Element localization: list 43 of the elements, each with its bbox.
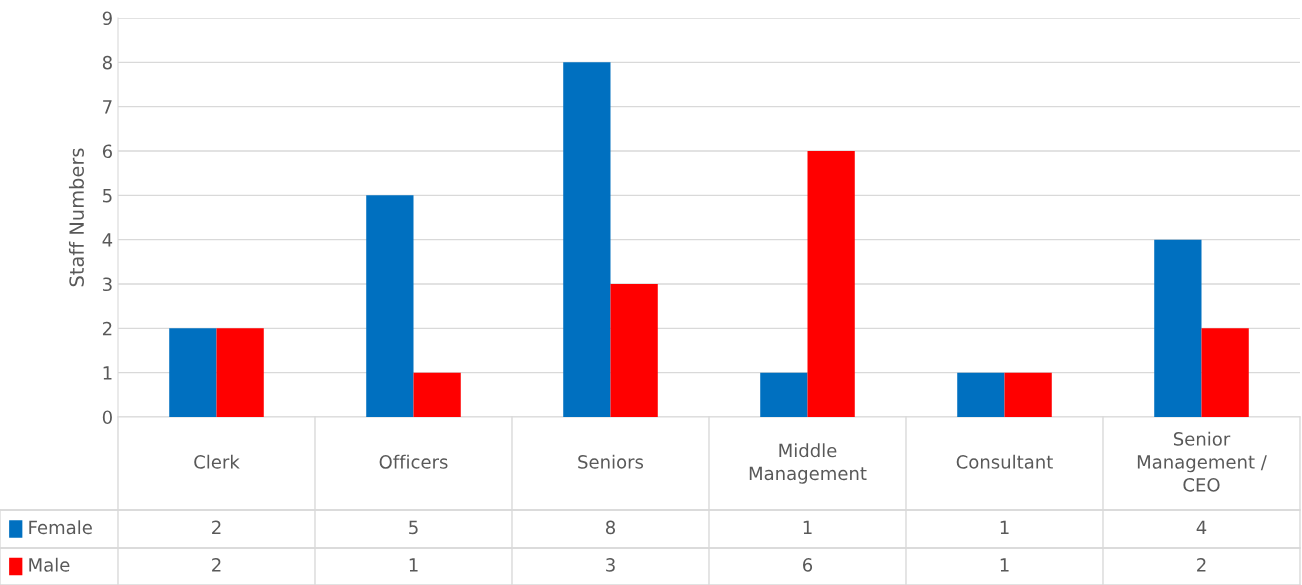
bar (957, 372, 1005, 417)
x-tick-label: Seniors (578, 454, 644, 469)
y-tick-label: 7 (103, 100, 112, 114)
legend-label: Male (29, 557, 70, 572)
data-label: 1 (803, 520, 812, 534)
data-label: 2 (212, 520, 221, 534)
bar (1201, 328, 1249, 417)
legend-label: Female (29, 520, 92, 535)
bar (610, 284, 658, 417)
x-tick-label: Middle Management (749, 443, 867, 484)
y-axis-title: Staff Numbers (68, 148, 84, 287)
bar (563, 62, 611, 417)
bar (366, 195, 414, 417)
y-tick-label: 2 (102, 321, 112, 336)
y-tick-label: 9 (102, 11, 112, 26)
bar (169, 328, 217, 417)
x-tick-label: Clerk (194, 454, 240, 469)
y-tick-label: 4 (102, 233, 113, 247)
y-tick-label: 1 (103, 366, 112, 380)
bar (760, 372, 808, 417)
data-label: 8 (605, 520, 616, 535)
data-label: 3 (606, 558, 615, 572)
bar (216, 328, 264, 417)
data-label: 1 (1000, 558, 1009, 572)
x-tick-label: Officers (379, 454, 448, 469)
x-tick-label: Consultant (956, 454, 1053, 469)
bar (1004, 372, 1052, 417)
data-label: 1 (409, 558, 418, 572)
bar (1154, 239, 1202, 417)
y-tick-label: 5 (103, 189, 112, 203)
bar (413, 372, 461, 417)
data-label: 2 (1197, 558, 1206, 572)
y-tick-label: 6 (102, 144, 112, 159)
data-label: 4 (1196, 520, 1207, 534)
data-label: 2 (212, 558, 221, 572)
y-tick-label: 3 (103, 277, 112, 292)
y-tick-label: 8 (102, 55, 112, 70)
data-label: 6 (803, 558, 813, 572)
data-label: 1 (1000, 520, 1009, 534)
data-label: 5 (409, 520, 418, 535)
x-tick-label: Senior Management / CEO (1137, 431, 1267, 492)
bar (807, 151, 855, 417)
y-tick-label: 0 (102, 410, 112, 425)
